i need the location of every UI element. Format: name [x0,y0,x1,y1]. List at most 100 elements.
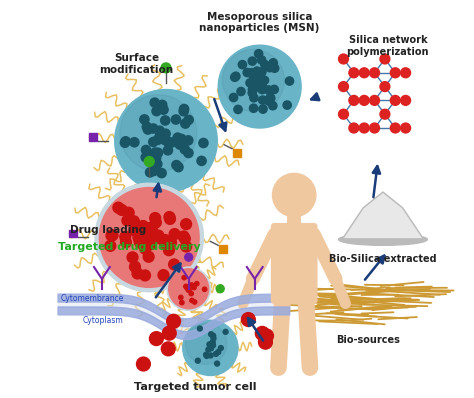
Circle shape [164,213,175,224]
Circle shape [370,68,380,78]
Circle shape [134,236,145,247]
Text: Bio-sources: Bio-sources [336,335,400,345]
Circle shape [144,232,155,243]
Circle shape [167,138,176,147]
Circle shape [181,119,190,128]
Circle shape [154,148,163,157]
Circle shape [161,116,170,125]
Circle shape [222,49,284,111]
Circle shape [229,93,238,101]
Circle shape [259,105,267,113]
Circle shape [265,64,274,72]
Circle shape [218,45,301,128]
Circle shape [390,96,400,105]
Circle shape [269,101,277,110]
Circle shape [208,353,213,358]
Circle shape [255,50,263,58]
Circle shape [209,343,213,348]
Circle shape [401,123,410,133]
Circle shape [380,109,390,119]
Circle shape [120,138,129,147]
Text: Targeted drug delivery: Targeted drug delivery [57,242,200,252]
Circle shape [258,83,267,91]
Circle shape [258,86,266,94]
Circle shape [209,346,213,351]
Circle shape [128,216,139,227]
Polygon shape [344,192,422,238]
Circle shape [243,68,251,77]
Circle shape [155,133,164,142]
Circle shape [140,270,150,281]
Text: Bio-Silica extracted: Bio-Silica extracted [329,254,437,264]
Circle shape [144,156,154,166]
Circle shape [257,56,266,64]
Circle shape [162,137,172,146]
Circle shape [140,234,151,245]
Circle shape [250,94,258,102]
Circle shape [129,225,140,236]
Circle shape [359,96,369,105]
Circle shape [123,207,134,218]
Circle shape [164,245,174,256]
Circle shape [285,77,293,85]
Circle shape [135,238,146,248]
Circle shape [338,109,348,119]
FancyBboxPatch shape [89,133,97,141]
Circle shape [209,332,214,337]
Circle shape [248,89,256,97]
Circle shape [164,212,175,222]
Circle shape [180,300,184,305]
Circle shape [157,168,166,178]
Circle shape [223,329,228,334]
Circle shape [160,234,171,246]
FancyBboxPatch shape [69,230,77,238]
Circle shape [252,72,261,81]
Circle shape [161,129,170,138]
Circle shape [159,238,170,249]
Circle shape [121,137,130,146]
Circle shape [149,124,158,133]
Circle shape [153,135,163,144]
Circle shape [148,158,157,167]
Circle shape [219,345,223,351]
Circle shape [181,219,191,230]
Ellipse shape [338,234,427,245]
Circle shape [254,83,263,91]
Text: Drug loading: Drug loading [70,224,146,234]
Circle shape [133,232,144,243]
Circle shape [158,100,167,109]
Circle shape [150,98,159,107]
Circle shape [380,54,390,64]
Circle shape [213,351,219,356]
Circle shape [163,326,176,340]
Circle shape [210,341,215,346]
Circle shape [146,239,156,250]
Circle shape [264,86,273,94]
Circle shape [161,342,175,356]
Circle shape [204,353,209,359]
Circle shape [195,281,199,286]
Circle shape [248,68,256,77]
Circle shape [165,237,176,248]
Circle shape [231,73,239,82]
Circle shape [258,335,273,349]
Circle shape [210,340,215,345]
Circle shape [146,222,156,233]
Text: Cytomembrance: Cytomembrance [61,294,124,303]
Circle shape [210,333,216,338]
Circle shape [167,267,210,310]
Text: Targeted tumor cell: Targeted tumor cell [134,382,257,392]
Circle shape [390,68,400,78]
Circle shape [120,95,197,172]
Circle shape [130,138,139,147]
Circle shape [161,63,171,73]
Circle shape [258,68,266,76]
Circle shape [186,288,191,292]
Circle shape [140,244,151,254]
Circle shape [359,123,369,133]
Circle shape [261,60,269,69]
Circle shape [210,343,216,348]
Circle shape [192,285,196,290]
Circle shape [256,70,264,79]
Circle shape [182,275,186,280]
